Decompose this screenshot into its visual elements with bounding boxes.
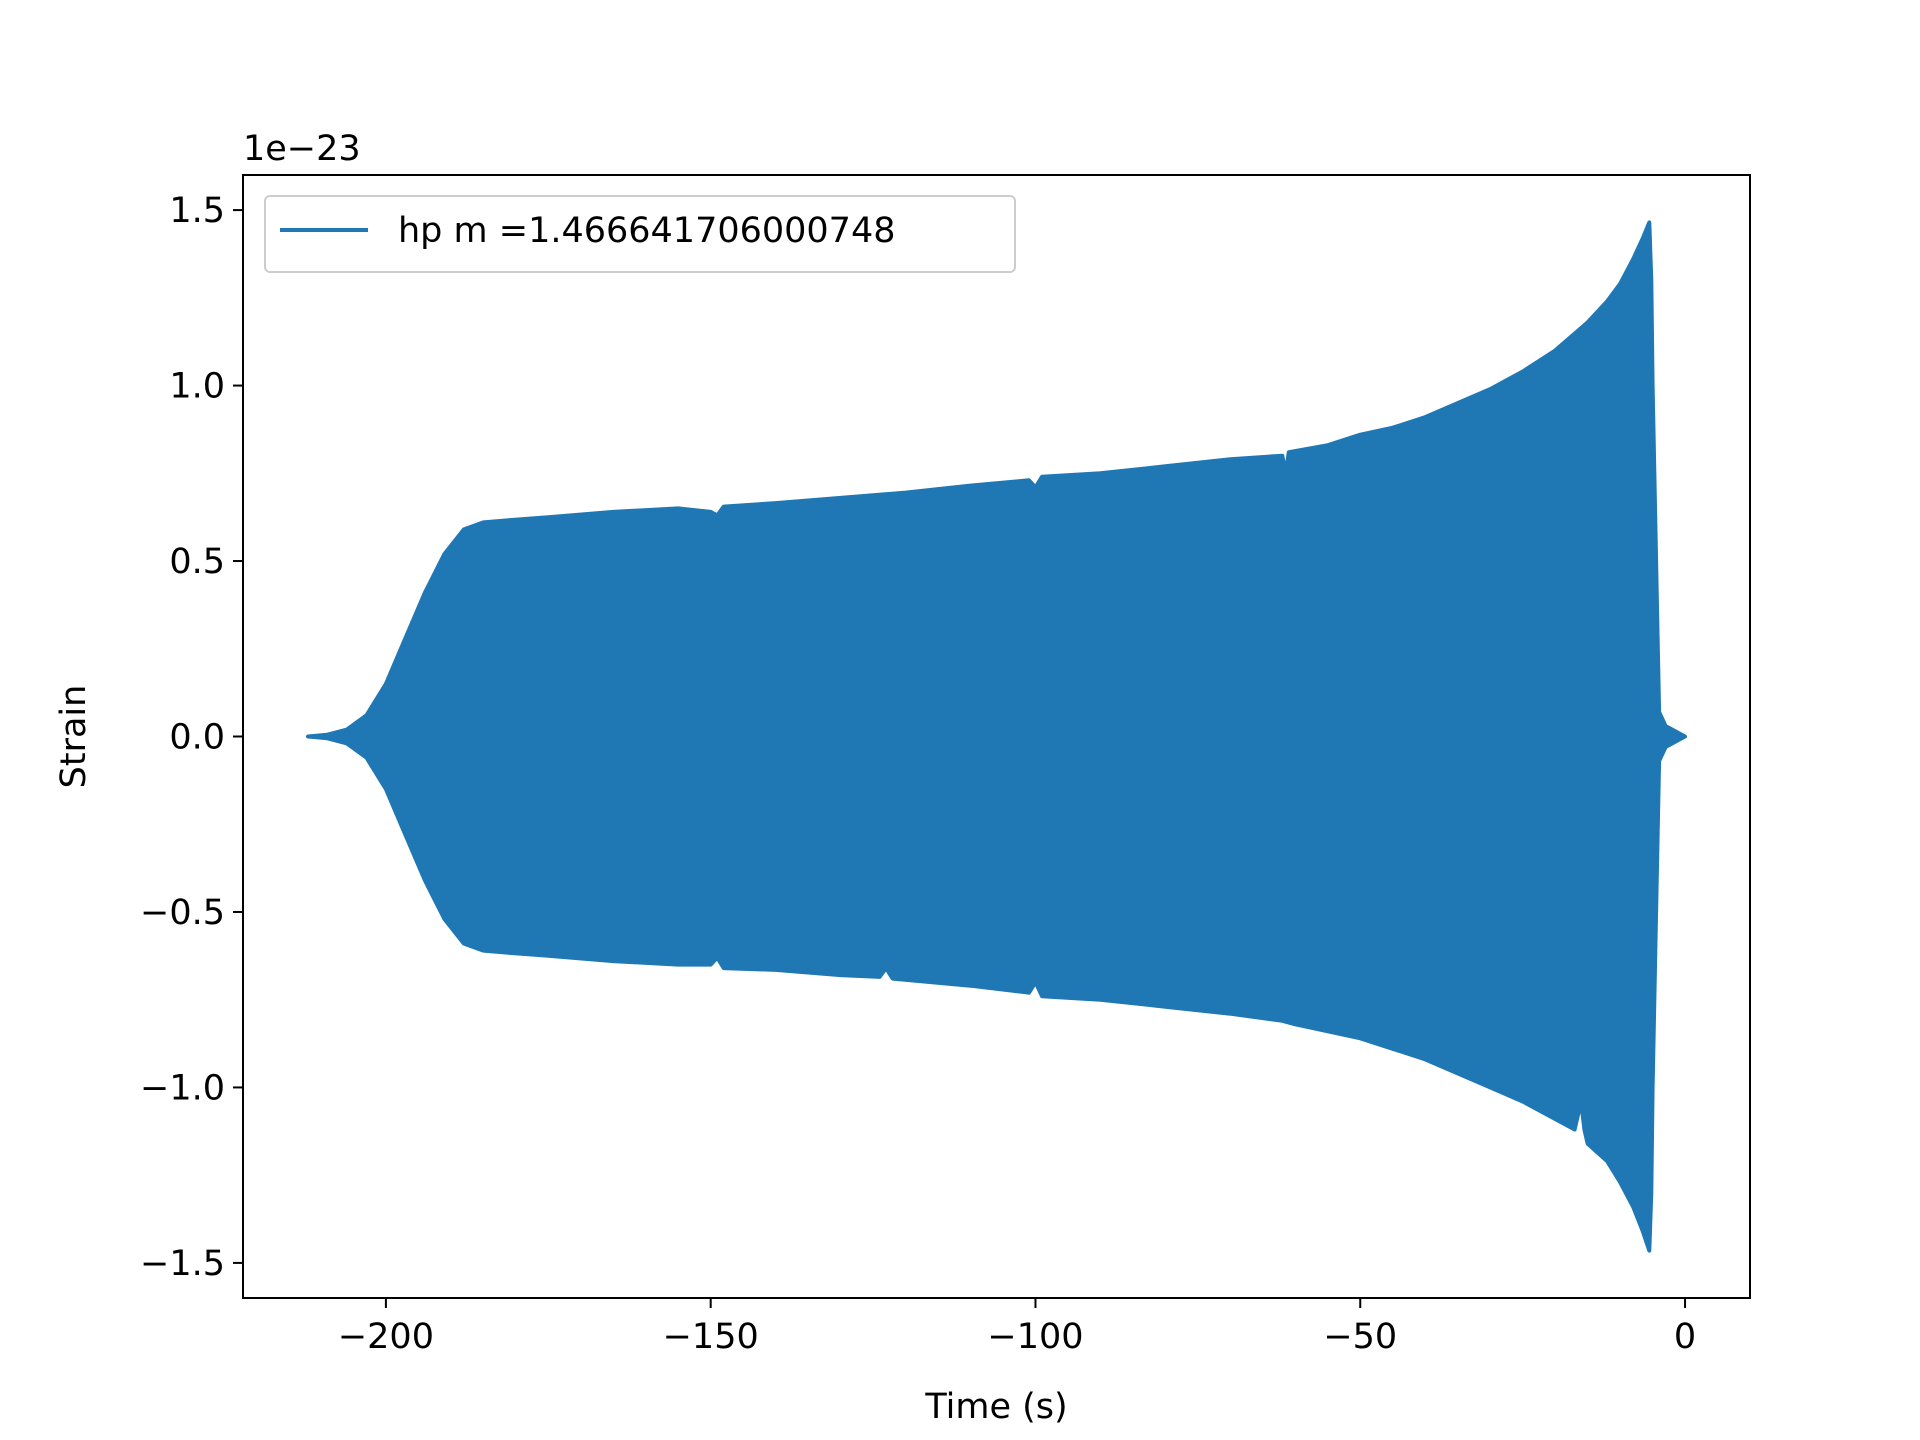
legend: hp m =1.466641706000748 (264, 195, 1016, 273)
x-tick-label: −100 (987, 1317, 1083, 1357)
x-tick-label: −50 (1323, 1317, 1397, 1357)
plot-area (306, 220, 1687, 1253)
y-tick-label: −1.5 (140, 1244, 225, 1284)
x-axis-ticks: −200 −150 −100 −50 0 (338, 1298, 1696, 1357)
y-tick-label: 1.0 (169, 367, 225, 407)
legend-box (264, 195, 1016, 273)
y-tick-label: 0.5 (169, 542, 225, 582)
y-axis-label: Strain (54, 685, 94, 789)
y-tick-label: −0.5 (140, 893, 225, 933)
waveform-series (306, 220, 1687, 1253)
y-tick-label: 1.5 (169, 191, 225, 231)
x-tick-label: −200 (338, 1317, 434, 1357)
x-tick-label: 0 (1674, 1317, 1696, 1357)
y-scale-label: 1e−23 (243, 129, 361, 169)
x-axis-label: Time (s) (924, 1387, 1067, 1427)
y-tick-label: −1.0 (140, 1068, 225, 1108)
y-axis-ticks: −1.5 −1.0 −0.5 0.0 0.5 1.0 1.5 (140, 191, 243, 1284)
x-tick-label: −150 (663, 1317, 759, 1357)
y-tick-label: 0.0 (169, 718, 225, 758)
legend-entry-label: hp m =1.466641706000748 (398, 211, 896, 251)
